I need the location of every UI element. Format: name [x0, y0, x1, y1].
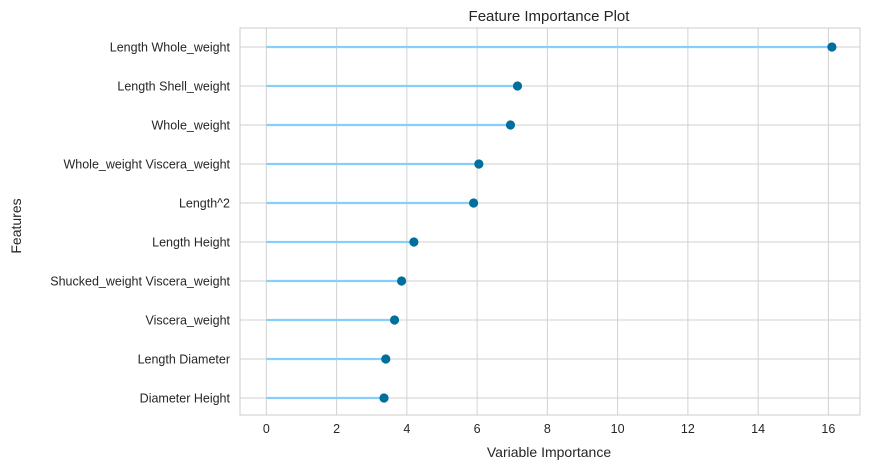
y-tick-label: Whole_weight Viscera_weight [63, 158, 230, 172]
x-tick-labels: 0 2 4 6 8 10 12 14 16 [263, 422, 836, 436]
y-tick-label: Diameter Height [140, 392, 231, 406]
x-tick-label: 10 [611, 422, 625, 436]
importance-marker [409, 237, 419, 247]
y-tick-label: Length^2 [179, 197, 230, 211]
y-axis-title: Features [8, 198, 24, 253]
x-tick-label: 4 [403, 422, 410, 436]
x-tick-label: 16 [821, 422, 835, 436]
importance-marker [505, 120, 516, 130]
y-tick-label: Viscera_weight [145, 314, 230, 328]
importance-marker [512, 81, 523, 91]
stem-layer [266, 45, 832, 400]
importance-marker [389, 315, 400, 325]
x-tick-label: 8 [544, 422, 551, 436]
x-tick-label: 12 [681, 422, 695, 436]
y-tick-label: Length Height [152, 236, 230, 250]
chart-title: Feature Importance Plot [469, 8, 631, 25]
importance-marker [381, 354, 391, 364]
importance-marker [379, 393, 389, 403]
importance-marker [468, 198, 479, 208]
y-tick-label: Length Whole_weight [110, 41, 231, 55]
y-tick-label: Shucked_weight Viscera_weight [50, 275, 230, 289]
importance-marker [474, 159, 484, 169]
x-tick-label: 2 [333, 422, 340, 436]
y-tick-label: Whole_weight [151, 119, 230, 133]
x-tick-label: 14 [751, 422, 765, 436]
marker-layer [379, 42, 837, 403]
importance-marker [827, 42, 837, 52]
plot-area [240, 28, 860, 415]
importance-marker [396, 276, 407, 286]
y-tick-label: Length Shell_weight [117, 80, 230, 94]
y-tick-labels: Length Whole_weight Length Shell_weight Wh… [50, 41, 230, 406]
y-tick-label: Length Diameter [138, 353, 230, 367]
x-tick-label: 0 [263, 422, 270, 436]
x-axis-title: Variable Importance [487, 444, 611, 460]
x-tick-label: 6 [474, 422, 481, 436]
plot-frame [239, 27, 861, 416]
